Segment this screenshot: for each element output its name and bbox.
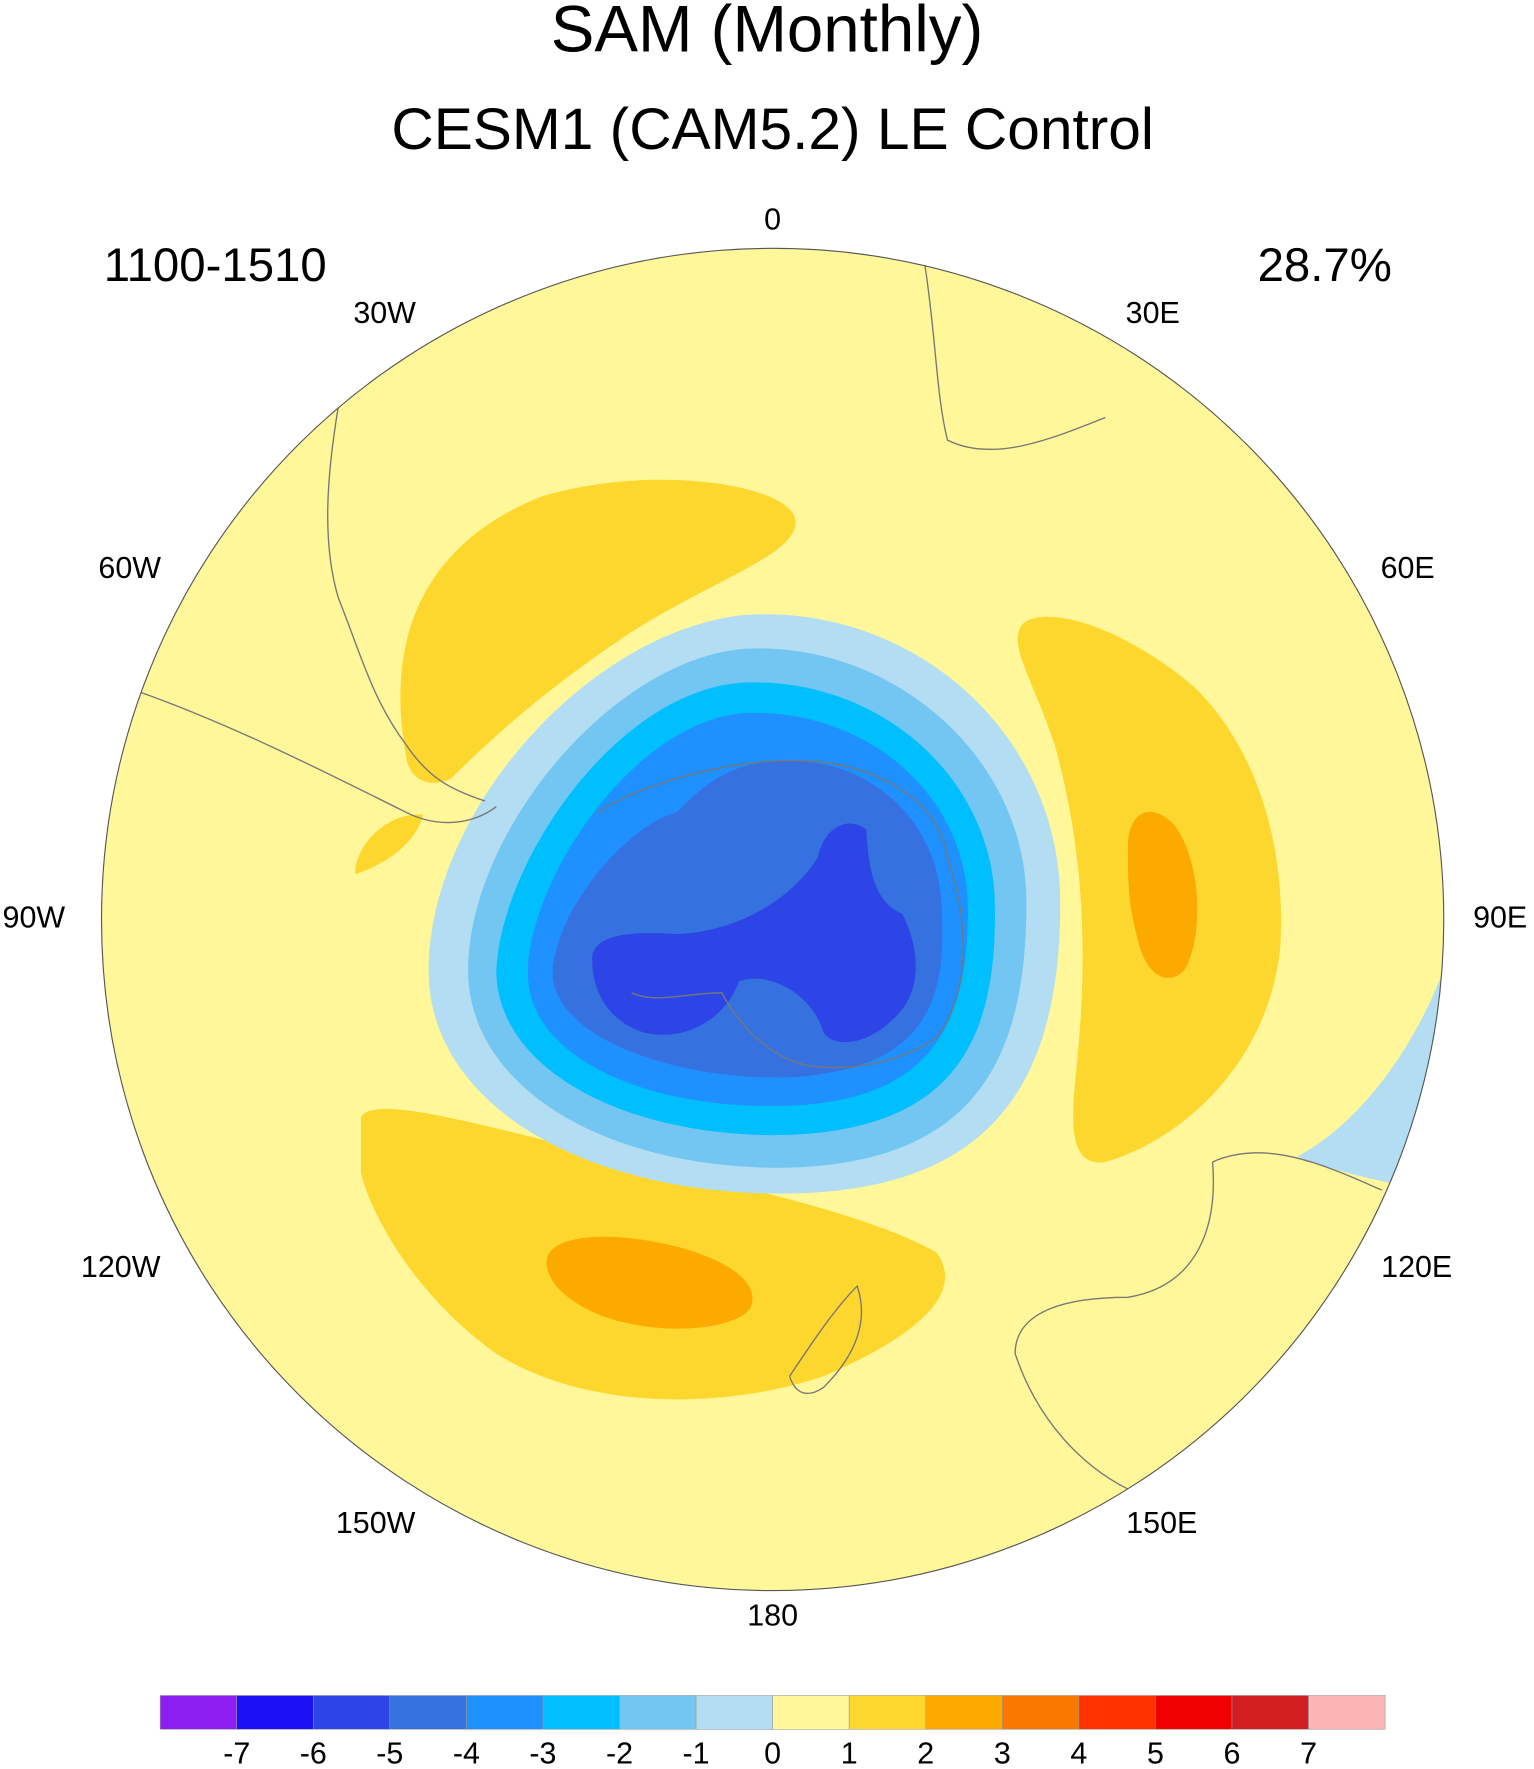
colorbar-box bbox=[1308, 1695, 1386, 1730]
colorbar-box bbox=[1231, 1695, 1309, 1730]
longitude-label: 150W bbox=[336, 1506, 416, 1540]
map-border bbox=[100, 247, 1445, 1592]
colorbar-label: 2 bbox=[917, 1736, 934, 1769]
colorbar-box bbox=[848, 1695, 927, 1730]
coastline bbox=[788, 1284, 863, 1395]
colorbar-label: -5 bbox=[376, 1736, 403, 1769]
colorbar-box bbox=[1002, 1695, 1080, 1730]
longitude-label: 120E bbox=[1381, 1250, 1452, 1284]
colorbar-box bbox=[772, 1695, 850, 1730]
longitude-label: 0 bbox=[764, 202, 781, 236]
colorbar-box bbox=[925, 1695, 1003, 1730]
contour-region bbox=[400, 479, 796, 783]
coastline bbox=[924, 265, 1106, 451]
colorbar-box bbox=[619, 1695, 697, 1730]
colorbar-box bbox=[466, 1695, 544, 1730]
colorbar-label: -4 bbox=[453, 1736, 480, 1769]
colorbar-label: 1 bbox=[841, 1736, 858, 1769]
colorbar-label: 7 bbox=[1300, 1736, 1317, 1769]
contour-region bbox=[355, 814, 423, 875]
colorbar-label: 4 bbox=[1070, 1736, 1087, 1769]
colorbar-label: -6 bbox=[300, 1736, 327, 1769]
map bbox=[101, 248, 1444, 1591]
contour-region bbox=[546, 1236, 753, 1329]
colorbar-box bbox=[389, 1695, 467, 1730]
longitude-label: 90W bbox=[3, 901, 66, 935]
variance-label: 28.7% bbox=[1258, 239, 1392, 292]
colorbar-box bbox=[542, 1695, 620, 1730]
coastline bbox=[1212, 1152, 1383, 1191]
longitude-label: 150E bbox=[1126, 1506, 1197, 1540]
colorbar-box bbox=[159, 1695, 238, 1730]
coastline bbox=[597, 759, 964, 1069]
longitude-label: 60W bbox=[98, 551, 161, 585]
colorbar-label: -3 bbox=[529, 1736, 556, 1769]
contour-region bbox=[592, 823, 916, 1043]
longitude-label: 120W bbox=[81, 1250, 161, 1284]
colorbar-label: 3 bbox=[994, 1736, 1011, 1769]
longitude-label: 30E bbox=[1126, 296, 1180, 330]
longitude-label: 60E bbox=[1381, 551, 1435, 585]
colorbar-box bbox=[1155, 1695, 1233, 1730]
chart-subtitle: CESM1 (CAM5.2) LE Control bbox=[391, 97, 1154, 162]
colorbar-box bbox=[1078, 1695, 1156, 1730]
colorbar-label: 6 bbox=[1224, 1736, 1241, 1769]
chart-title: SAM (Monthly) bbox=[551, 0, 984, 65]
longitude-label: 90E bbox=[1473, 901, 1527, 935]
contour-region bbox=[1127, 811, 1198, 978]
coastline bbox=[135, 689, 497, 824]
colorbar-box bbox=[313, 1695, 391, 1730]
longitude-label: 30W bbox=[353, 296, 416, 330]
colorbar-label: -1 bbox=[683, 1736, 710, 1769]
period-label: 1100-1510 bbox=[104, 239, 327, 292]
colorbar-label: -7 bbox=[223, 1736, 250, 1769]
longitude-label: 180 bbox=[747, 1599, 798, 1633]
colorbar-label: 5 bbox=[1147, 1736, 1164, 1769]
coastline bbox=[1014, 1161, 1214, 1490]
colorbar-label: -2 bbox=[606, 1736, 633, 1769]
colorbar-label: 0 bbox=[764, 1736, 781, 1769]
colorbar-box bbox=[236, 1695, 314, 1730]
colorbar-box bbox=[695, 1695, 773, 1730]
coastline bbox=[327, 406, 486, 802]
